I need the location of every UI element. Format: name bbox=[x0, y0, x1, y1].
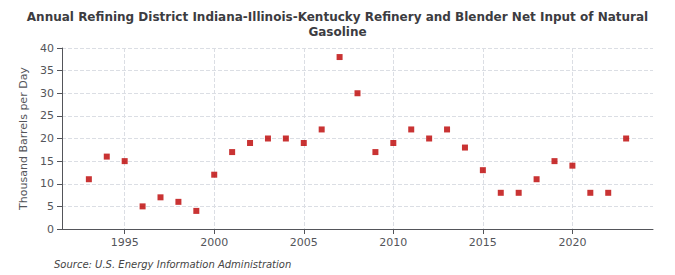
svg-text:5: 5 bbox=[47, 200, 54, 213]
svg-text:Gasoline: Gasoline bbox=[308, 25, 366, 39]
svg-text:Source: U.S. Energy Informatio: Source: U.S. Energy Information Administ… bbox=[54, 259, 291, 270]
svg-text:25: 25 bbox=[40, 109, 54, 122]
svg-text:2010: 2010 bbox=[379, 236, 407, 249]
svg-text:Thousand Barrels per Day: Thousand Barrels per Day bbox=[17, 67, 30, 211]
svg-text:2000: 2000 bbox=[200, 236, 228, 249]
svg-text:40: 40 bbox=[40, 42, 54, 55]
svg-text:2020: 2020 bbox=[558, 236, 586, 249]
svg-text:Annual Refining District India: Annual Refining District Indiana-Illinoi… bbox=[27, 10, 648, 24]
svg-text:1995: 1995 bbox=[111, 236, 139, 249]
svg-text:35: 35 bbox=[40, 64, 54, 77]
svg-text:30: 30 bbox=[40, 87, 54, 100]
svg-text:20: 20 bbox=[40, 132, 54, 145]
svg-text:0: 0 bbox=[47, 223, 54, 236]
svg-text:2005: 2005 bbox=[290, 236, 318, 249]
svg-text:10: 10 bbox=[40, 177, 54, 190]
svg-text:2015: 2015 bbox=[469, 236, 497, 249]
svg-text:15: 15 bbox=[40, 155, 54, 168]
